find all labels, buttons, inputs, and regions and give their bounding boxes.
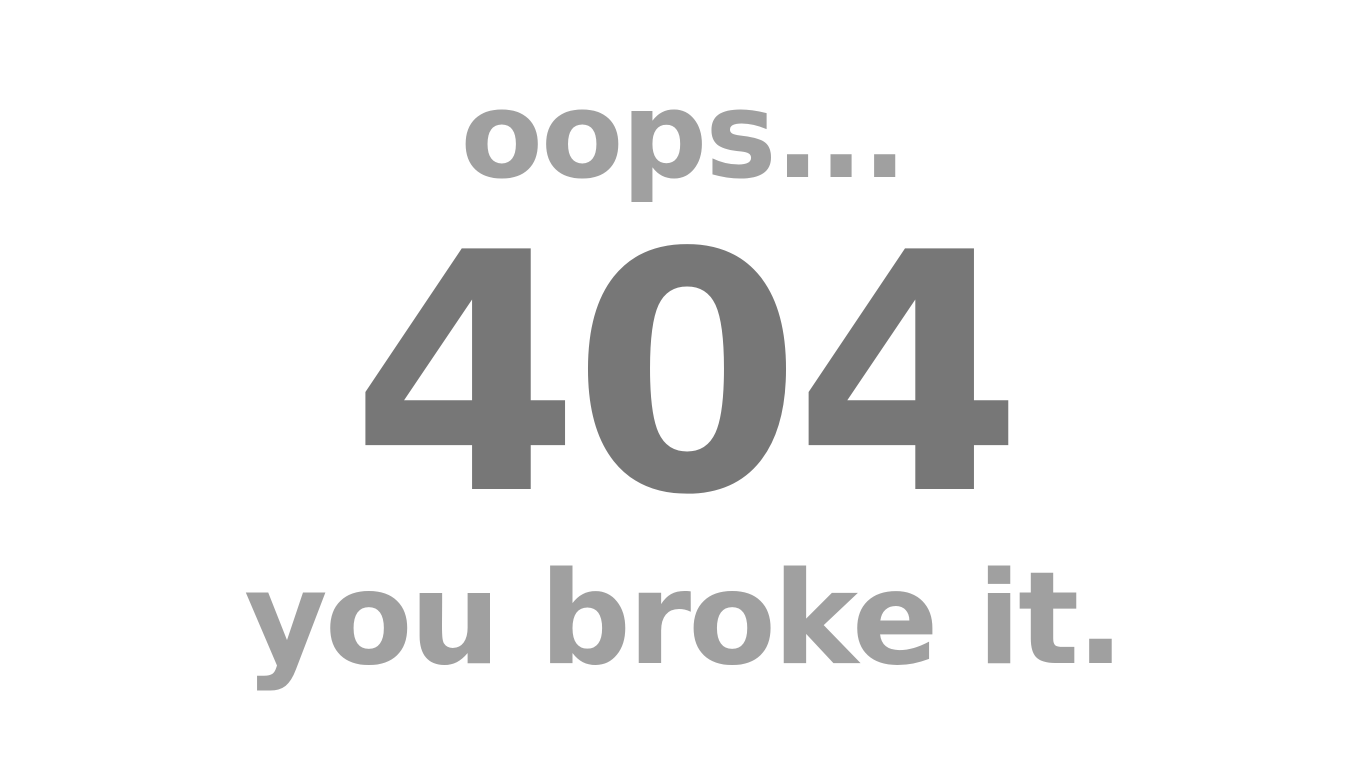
error-code: 404 [350, 183, 1024, 567]
oops-heading: oops... [460, 67, 908, 206]
error-message: you broke it. [244, 545, 1125, 694]
